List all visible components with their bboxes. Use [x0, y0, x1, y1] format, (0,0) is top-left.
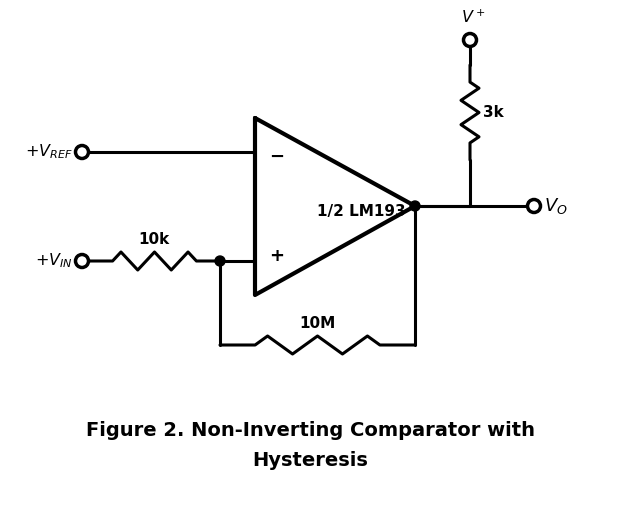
Text: 10M: 10M	[299, 315, 336, 330]
Circle shape	[528, 200, 540, 212]
Circle shape	[463, 33, 477, 47]
Text: +: +	[269, 247, 284, 265]
Text: $V^+$: $V^+$	[461, 9, 486, 26]
Text: $+V_{REF}$: $+V_{REF}$	[25, 143, 73, 162]
Text: $V_O$: $V_O$	[544, 196, 568, 216]
Text: 1/2 LM193: 1/2 LM193	[318, 204, 406, 219]
Text: −: −	[269, 148, 284, 166]
Circle shape	[75, 146, 89, 159]
Circle shape	[75, 254, 89, 267]
Text: 10k: 10k	[138, 231, 170, 247]
Text: $+V_{IN}$: $+V_{IN}$	[35, 252, 73, 270]
Text: Figure 2. Non-Inverting Comparator with: Figure 2. Non-Inverting Comparator with	[85, 421, 535, 440]
Circle shape	[215, 256, 225, 266]
Text: Hysteresis: Hysteresis	[252, 450, 368, 469]
Text: 3k: 3k	[483, 105, 504, 120]
Circle shape	[410, 201, 420, 211]
